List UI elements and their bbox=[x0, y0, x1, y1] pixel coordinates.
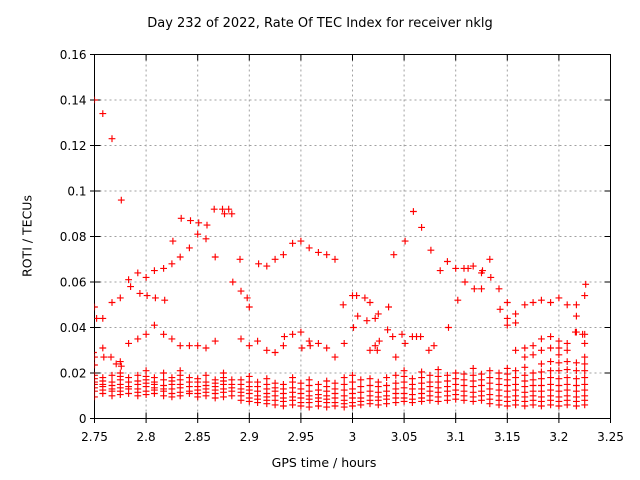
svg-text:3.2: 3.2 bbox=[549, 430, 568, 444]
svg-text:0.14: 0.14 bbox=[60, 94, 87, 108]
svg-text:0.06: 0.06 bbox=[60, 276, 87, 290]
svg-text:3.05: 3.05 bbox=[391, 430, 418, 444]
svg-text:2.85: 2.85 bbox=[184, 430, 211, 444]
svg-text:0.02: 0.02 bbox=[60, 367, 87, 381]
data-points bbox=[94, 96, 590, 411]
grid-lines bbox=[94, 54, 611, 419]
svg-text:0.1: 0.1 bbox=[67, 185, 86, 199]
plot-frame bbox=[90, 54, 611, 423]
svg-text:3.25: 3.25 bbox=[597, 430, 624, 444]
svg-text:0.12: 0.12 bbox=[60, 139, 87, 153]
svg-text:0.04: 0.04 bbox=[60, 321, 87, 335]
svg-text:2.9: 2.9 bbox=[240, 430, 259, 444]
svg-text:3.1: 3.1 bbox=[446, 430, 465, 444]
svg-text:3: 3 bbox=[349, 430, 357, 444]
chart-title: Day 232 of 2022, Rate Of TEC Index for r… bbox=[147, 16, 493, 31]
svg-text:3.15: 3.15 bbox=[494, 430, 521, 444]
svg-text:2.8: 2.8 bbox=[137, 430, 156, 444]
svg-text:2.75: 2.75 bbox=[81, 430, 108, 444]
svg-text:2.95: 2.95 bbox=[288, 430, 315, 444]
svg-text:0.08: 0.08 bbox=[60, 230, 87, 244]
svg-text:0: 0 bbox=[79, 412, 87, 426]
tick-labels: 2.75 2.8 2.85 2.9 2.95 3 3.05 3.1 3.15 3.2 3.25 0 0.… bbox=[60, 48, 624, 444]
x-axis-label: GPS time / hours bbox=[271, 455, 377, 470]
svg-text:0.16: 0.16 bbox=[60, 48, 87, 62]
